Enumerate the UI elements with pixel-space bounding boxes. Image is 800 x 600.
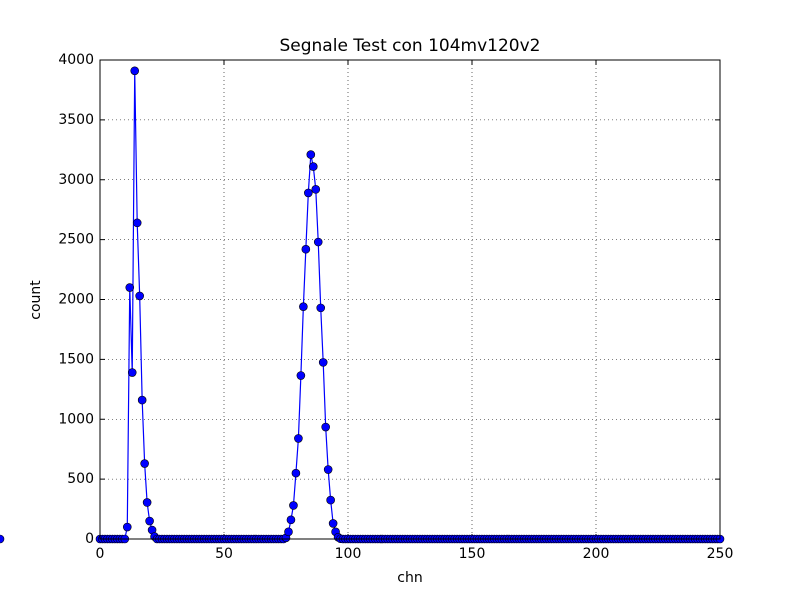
data-point (321, 422, 330, 432)
y-tick-label: 4000 (58, 52, 94, 68)
data-point (299, 302, 308, 311)
data-point (294, 434, 303, 443)
data-point (137, 395, 147, 405)
y-tick-label: 0 (85, 531, 94, 547)
data-point (306, 150, 316, 159)
data-point (284, 527, 293, 537)
x-tick-label: 50 (215, 546, 233, 562)
data-point (0, 534, 5, 544)
data-point (127, 368, 137, 377)
chart-title: Segnale Test con 104mv120v2 (279, 36, 540, 56)
data-point (326, 495, 335, 505)
data-point (125, 283, 135, 292)
data-point (323, 465, 333, 474)
y-tick-label: 3000 (58, 172, 94, 188)
data-point (289, 501, 298, 510)
data-point (140, 459, 149, 468)
x-axis-label: chn (397, 570, 422, 586)
data-point (291, 468, 301, 478)
data-point (145, 516, 154, 526)
data-point (313, 237, 323, 247)
x-tick-label: 250 (707, 546, 734, 562)
data-point (286, 515, 296, 525)
y-tick-label: 1000 (58, 411, 94, 427)
data-point (308, 162, 318, 171)
plot-frame (99, 59, 721, 540)
x-tick-label: 200 (583, 546, 610, 562)
y-tick-label: 3500 (58, 112, 94, 128)
data-point (318, 358, 328, 367)
y-axis-label: count (28, 280, 44, 320)
data-point (135, 291, 144, 301)
y-tick-label: 2000 (58, 292, 94, 308)
data-point (304, 188, 313, 198)
data-point (296, 371, 306, 380)
data-point (132, 218, 142, 228)
x-tick-label: 0 (96, 546, 105, 562)
y-tick-label: 500 (67, 471, 94, 487)
data-point (316, 303, 326, 313)
data-point (122, 522, 132, 532)
y-tick-label: 1500 (58, 351, 94, 367)
y-tick-label: 2500 (58, 232, 94, 248)
data-point (142, 498, 152, 507)
x-tick-label: 150 (459, 546, 486, 562)
x-tick-label: 100 (335, 546, 362, 562)
data-point (301, 244, 311, 254)
data-point (328, 519, 338, 528)
data-point (130, 66, 140, 76)
data-point (311, 185, 321, 194)
